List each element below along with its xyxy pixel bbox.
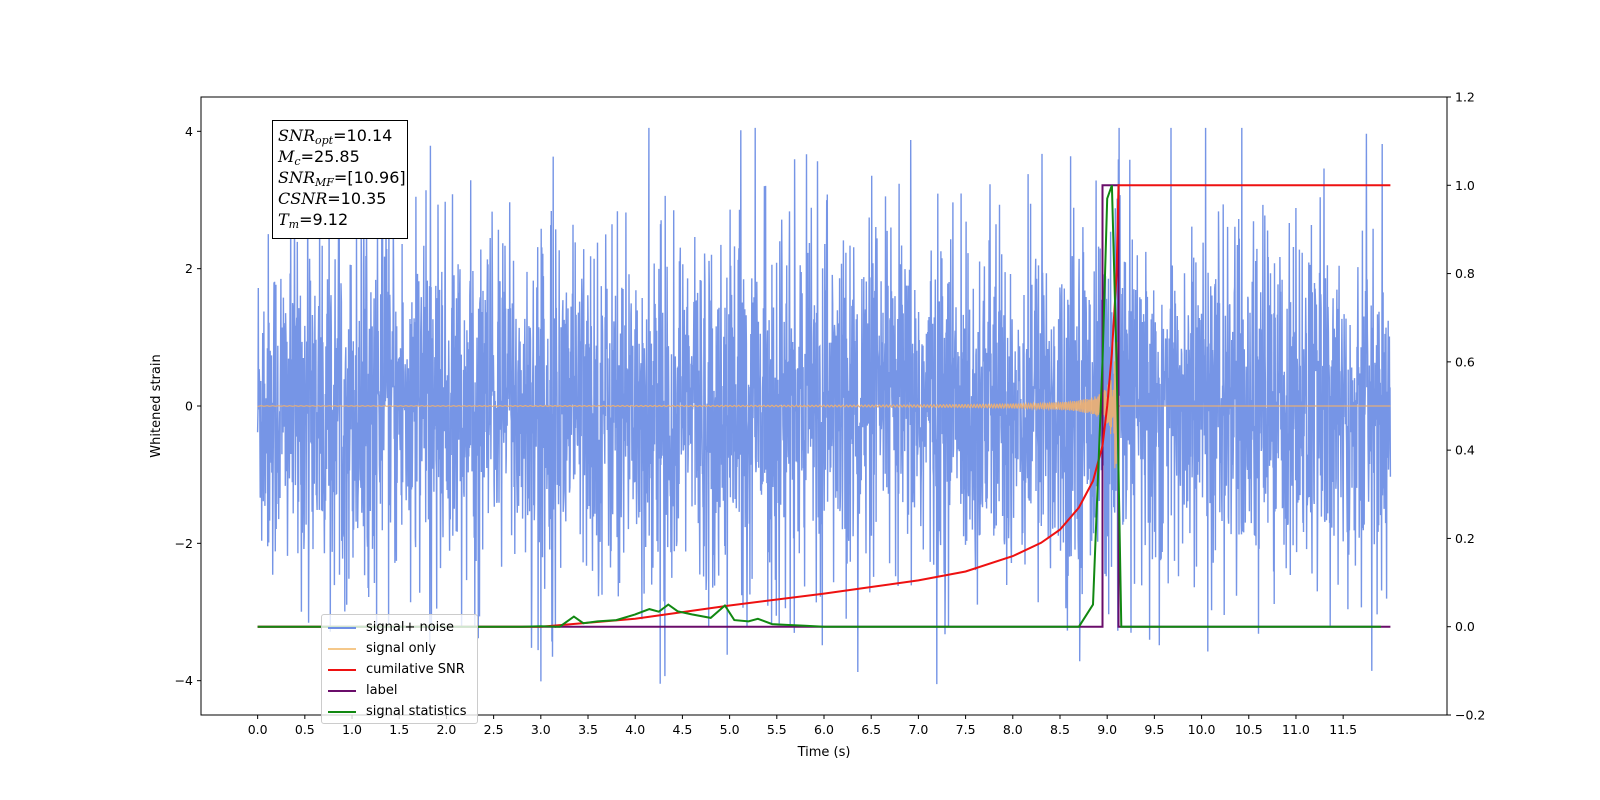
series-layer xyxy=(256,127,1392,685)
stat-mc: Mc=25.85 xyxy=(278,147,360,168)
stat-tm-value: 9.12 xyxy=(312,210,349,229)
x-tick-label: 9.5 xyxy=(1144,722,1164,737)
legend-label-signal-statistics: signal statistics xyxy=(366,704,467,719)
series-signal-noise xyxy=(256,127,1392,685)
legend-item-label: label xyxy=(328,680,477,701)
legend-label-signal-noise: signal+ noise xyxy=(366,620,455,635)
legend-label-label: label xyxy=(366,683,398,698)
stat-snr-opt: SNRopt=10.14 xyxy=(278,126,393,147)
y-axis-right: −0.2 0.0 0.2 0.4 0.6 0.8 1.0 1.2 xyxy=(1447,90,1485,723)
legend-swatch-signal-statistics xyxy=(328,710,356,713)
x-tick-label: 2.5 xyxy=(484,722,504,737)
legend-swatch-label xyxy=(328,689,356,692)
legend-label-cumilative-snr: cumilative SNR xyxy=(366,662,465,677)
y-tick-label: −4 xyxy=(175,673,193,688)
y2-tick-label: 1.0 xyxy=(1455,178,1475,193)
stat-csnr: CSNR=10.35 xyxy=(278,189,387,208)
x-tick-label: 1.0 xyxy=(342,722,362,737)
y2-tick-label: 0.8 xyxy=(1455,266,1475,281)
legend-item-signal-only: signal only xyxy=(328,638,477,659)
y2-tick-label: 0.0 xyxy=(1455,619,1475,634)
legend-swatch-signal-noise xyxy=(328,626,356,629)
x-axis: 0.0 0.5 1.0 1.5 2.0 2.5 3.0 3.5 4.0 4.5 5.0 5.5 6.0 6… xyxy=(248,715,1357,737)
x-tick-label: 9.0 xyxy=(1097,722,1117,737)
chart-legend: signal+ noise signal only cumilative SNR… xyxy=(321,614,478,724)
stat-snr-opt-value: 10.14 xyxy=(346,126,393,145)
x-tick-label: 4.0 xyxy=(625,722,645,737)
y-tick-label: −2 xyxy=(175,536,193,551)
stat-tm: Tm=9.12 xyxy=(278,210,349,231)
x-tick-label: 5.0 xyxy=(720,722,740,737)
x-tick-label: 0.0 xyxy=(248,722,268,737)
y-tick-label: 2 xyxy=(185,261,193,276)
y-tick-label: 0 xyxy=(185,399,193,414)
legend-item-signal-noise: signal+ noise xyxy=(328,617,477,638)
stat-csnr-value: 10.35 xyxy=(340,189,387,208)
stat-mc-value: 25.85 xyxy=(313,147,360,166)
x-tick-label: 2.0 xyxy=(436,722,456,737)
stat-snr-mf-value: [10.96] xyxy=(347,168,406,187)
series-signal-statistics xyxy=(257,184,1381,628)
x-tick-label: 0.5 xyxy=(295,722,315,737)
y2-tick-label: 1.2 xyxy=(1455,90,1475,105)
x-tick-label: 3.5 xyxy=(578,722,598,737)
x-tick-label: 6.0 xyxy=(814,722,834,737)
legend-item-signal-statistics: signal statistics xyxy=(328,701,477,722)
x-axis-label: Time (s) xyxy=(797,745,851,760)
y2-tick-label: 0.4 xyxy=(1455,443,1475,458)
y2-tick-label: −0.2 xyxy=(1455,708,1485,723)
legend-swatch-signal-only xyxy=(328,647,356,650)
legend-label-signal-only: signal only xyxy=(366,641,437,656)
x-tick-label: 10.5 xyxy=(1235,722,1263,737)
series-cumilative-snr xyxy=(257,184,1391,628)
x-tick-label: 1.5 xyxy=(389,722,409,737)
stat-snr-mf: SNRMF=[10.96] xyxy=(278,168,406,189)
x-tick-label: 11.5 xyxy=(1329,722,1357,737)
x-tick-label: 3.0 xyxy=(531,722,551,737)
x-tick-label: 8.0 xyxy=(1003,722,1023,737)
x-tick-label: 10.0 xyxy=(1188,722,1216,737)
y-tick-label: 4 xyxy=(185,124,193,139)
y-axis-left: −4 −2 0 2 4 xyxy=(175,124,201,688)
x-tick-label: 7.5 xyxy=(956,722,976,737)
x-tick-label: 4.5 xyxy=(672,722,692,737)
x-tick-label: 11.0 xyxy=(1282,722,1310,737)
y-axis-label: Whitened strain xyxy=(149,354,164,457)
x-tick-label: 8.5 xyxy=(1050,722,1070,737)
x-tick-label: 6.5 xyxy=(861,722,881,737)
legend-swatch-cumilative-snr xyxy=(328,668,356,671)
y2-tick-label: 0.2 xyxy=(1455,531,1475,546)
series-signal-only xyxy=(257,342,1391,469)
x-tick-label: 5.5 xyxy=(767,722,787,737)
stats-annotation-box: SNRopt=10.14 Mc=25.85 SNRMF=[10.96] CSNR… xyxy=(272,120,408,239)
y2-tick-label: 0.6 xyxy=(1455,354,1475,369)
x-tick-label: 7.0 xyxy=(908,722,928,737)
legend-item-cumilative-snr: cumilative SNR xyxy=(328,659,477,680)
